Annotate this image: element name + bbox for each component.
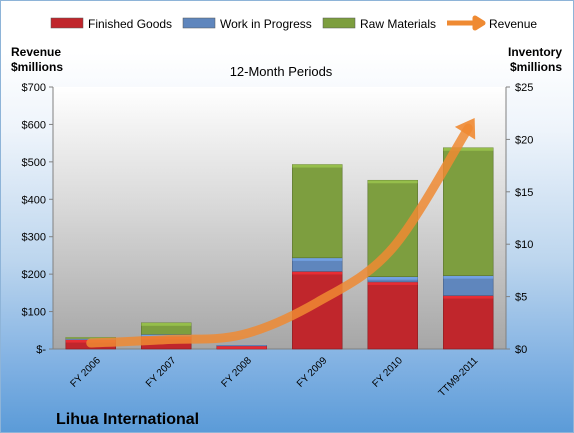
legend-swatch-work-in-progress (182, 17, 216, 29)
bar-finished-goods-top (367, 281, 418, 285)
left-tick-label: $500 (22, 157, 46, 169)
right-tick-label: $0 (515, 344, 527, 356)
legend-item-raw-materials: Raw Materials (322, 17, 436, 31)
right-axis-title-line1: Inventory (508, 45, 562, 59)
bar-raw-materials-top (65, 337, 116, 339)
right-tick-label: $5 (515, 292, 527, 304)
left-tick-label: $300 (22, 232, 46, 244)
x-tick-label: FY 2009 (295, 355, 330, 390)
bar-raw-materials-top (141, 322, 192, 326)
left-tick-label: $400 (22, 194, 46, 206)
legend-swatch-finished-goods (50, 17, 84, 29)
x-tick-label: FY 2010 (370, 355, 405, 390)
bar-work-in-progress-top (443, 275, 494, 279)
bar-finished-goods (367, 281, 418, 350)
left-tick-label: $600 (22, 119, 46, 131)
legend-label-finished-goods: Finished Goods (88, 17, 172, 31)
legend-label-work-in-progress: Work in Progress (220, 17, 312, 31)
left-axis-title-line1: Revenue (11, 45, 61, 59)
bar-raw-materials (443, 147, 494, 276)
x-axis-ticks: FY 2006 FY 2007 FY 2008 FY 2009 FY 2010 TTM9-… (68, 355, 480, 399)
bar-raw-materials (292, 164, 343, 259)
bar-work-in-progress-top (292, 257, 343, 261)
bar-finished-goods-top (443, 295, 494, 299)
legend-item-work-in-progress: Work in Progress (182, 17, 312, 31)
right-tick-label: $20 (515, 134, 533, 146)
right-tick-label: $15 (515, 187, 533, 199)
bar-finished-goods-top (292, 271, 343, 275)
legend-item-finished-goods: Finished Goods (50, 17, 172, 31)
plot-area (53, 87, 506, 349)
bar-raw-materials-top (292, 164, 343, 168)
x-tick-label: FY 2008 (219, 355, 254, 390)
right-axis-ticks: $0 $5 $10 $15 $20 $25 (506, 82, 533, 356)
left-tick-label: $100 (22, 307, 46, 319)
revenue-series (86, 118, 476, 348)
bar-work-in-progress-top (216, 345, 267, 346)
left-axis-ticks: $- $100 $200 $300 $400 $500 $600 $700 (22, 82, 53, 356)
left-tick-label: $- (36, 344, 46, 356)
left-axis-title-line2: $millions (11, 60, 63, 74)
right-axis-title-line2: $millions (510, 60, 562, 74)
left-tick-label: $200 (22, 269, 46, 281)
bar-work-in-progress-top (367, 276, 418, 280)
right-tick-label: $10 (515, 239, 533, 251)
x-tick-label: FY 2007 (144, 355, 179, 390)
bar-raw-materials-top (443, 147, 494, 151)
legend-arrow-revenue (447, 15, 486, 31)
x-tick-label: FY 2006 (68, 355, 103, 390)
right-tick-label: $25 (515, 82, 533, 94)
legend: Finished Goods Work in Progress Raw Mate… (50, 15, 537, 31)
chart-title: 12-Month Periods (230, 64, 333, 79)
legend-swatch-raw-materials (322, 17, 356, 29)
bar-finished-goods-top (216, 345, 267, 349)
x-tick-label: TTM9-2011 (437, 355, 481, 399)
revenue-arrowhead (454, 118, 476, 140)
legend-label-raw-materials: Raw Materials (360, 17, 436, 31)
legend-label-revenue: Revenue (489, 17, 537, 31)
bar-raw-materials-top (367, 180, 418, 184)
company-name: Lihua International (56, 411, 199, 428)
legend-item-revenue: Revenue (447, 15, 537, 31)
left-tick-label: $700 (22, 82, 46, 94)
bar-finished-goods (443, 295, 494, 350)
